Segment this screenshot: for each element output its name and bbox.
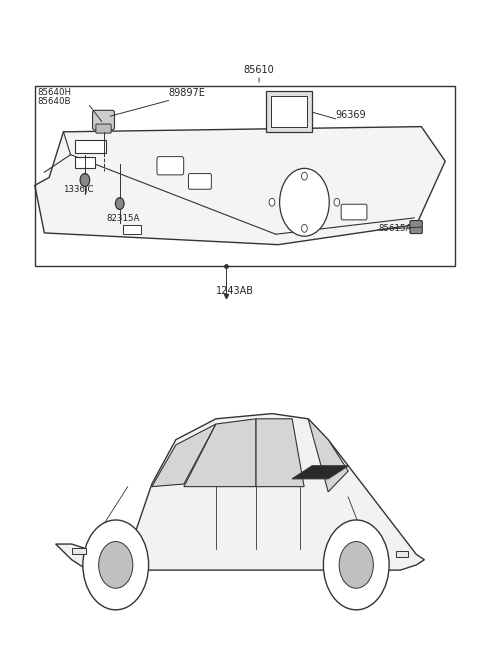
Text: 82315A: 82315A bbox=[107, 214, 140, 223]
Circle shape bbox=[80, 174, 90, 187]
Circle shape bbox=[98, 542, 133, 588]
Text: 1336JC: 1336JC bbox=[63, 185, 94, 194]
Circle shape bbox=[116, 198, 124, 210]
Circle shape bbox=[301, 225, 307, 233]
FancyBboxPatch shape bbox=[93, 110, 115, 130]
Bar bbox=[396, 551, 408, 557]
FancyBboxPatch shape bbox=[96, 124, 111, 133]
FancyBboxPatch shape bbox=[341, 204, 367, 220]
Bar bbox=[35, 86, 455, 265]
Circle shape bbox=[339, 542, 373, 588]
FancyBboxPatch shape bbox=[157, 157, 184, 175]
Polygon shape bbox=[184, 419, 256, 487]
Circle shape bbox=[280, 168, 329, 236]
Text: 1243AB: 1243AB bbox=[216, 286, 254, 296]
Polygon shape bbox=[256, 419, 304, 487]
Circle shape bbox=[301, 172, 307, 180]
Text: 85615A: 85615A bbox=[378, 224, 412, 233]
Text: 89897E: 89897E bbox=[168, 88, 205, 98]
Circle shape bbox=[324, 520, 389, 610]
Circle shape bbox=[83, 520, 149, 610]
Polygon shape bbox=[152, 424, 216, 487]
Polygon shape bbox=[35, 126, 445, 245]
Bar bbox=[271, 96, 307, 127]
Bar bbox=[75, 140, 107, 153]
Circle shape bbox=[269, 198, 275, 206]
Text: 85640B: 85640B bbox=[37, 97, 71, 105]
Text: 96369: 96369 bbox=[336, 110, 366, 120]
Circle shape bbox=[334, 198, 340, 206]
FancyBboxPatch shape bbox=[410, 221, 422, 234]
Polygon shape bbox=[292, 466, 348, 479]
Bar bbox=[75, 157, 96, 168]
FancyBboxPatch shape bbox=[189, 174, 211, 189]
Bar bbox=[266, 92, 312, 132]
Text: 85610: 85610 bbox=[244, 65, 275, 75]
Text: 85640H: 85640H bbox=[37, 88, 71, 97]
Bar bbox=[123, 225, 141, 234]
Polygon shape bbox=[56, 413, 424, 570]
Bar bbox=[72, 548, 85, 555]
Polygon shape bbox=[308, 419, 348, 492]
